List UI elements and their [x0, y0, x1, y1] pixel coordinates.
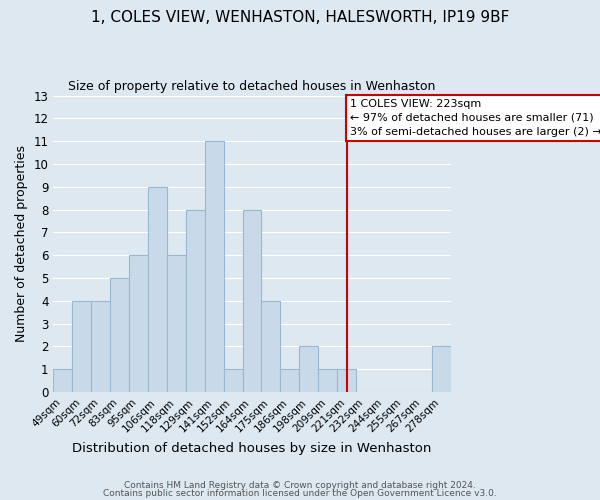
Title: Size of property relative to detached houses in Wenhaston: Size of property relative to detached ho…	[68, 80, 436, 93]
Bar	[224, 369, 242, 392]
Text: Contains HM Land Registry data © Crown copyright and database right 2024.: Contains HM Land Registry data © Crown c…	[124, 481, 476, 490]
Bar	[299, 346, 318, 392]
Bar	[318, 369, 337, 392]
Bar	[73, 301, 91, 392]
Bar	[167, 255, 186, 392]
X-axis label: Distribution of detached houses by size in Wenhaston: Distribution of detached houses by size …	[73, 442, 431, 455]
Bar	[91, 301, 110, 392]
Bar	[148, 187, 167, 392]
Bar	[262, 301, 280, 392]
Bar	[205, 141, 224, 392]
Bar	[53, 369, 73, 392]
Text: Contains public sector information licensed under the Open Government Licence v3: Contains public sector information licen…	[103, 488, 497, 498]
Text: 1, COLES VIEW, WENHASTON, HALESWORTH, IP19 9BF: 1, COLES VIEW, WENHASTON, HALESWORTH, IP…	[91, 10, 509, 25]
Bar	[337, 369, 356, 392]
Y-axis label: Number of detached properties: Number of detached properties	[15, 146, 28, 342]
Bar	[186, 210, 205, 392]
Text: 1 COLES VIEW: 223sqm
← 97% of detached houses are smaller (71)
3% of semi-detach: 1 COLES VIEW: 223sqm ← 97% of detached h…	[350, 99, 600, 137]
Bar	[110, 278, 129, 392]
Bar	[280, 369, 299, 392]
Bar	[129, 255, 148, 392]
Bar	[242, 210, 262, 392]
Bar	[431, 346, 451, 392]
